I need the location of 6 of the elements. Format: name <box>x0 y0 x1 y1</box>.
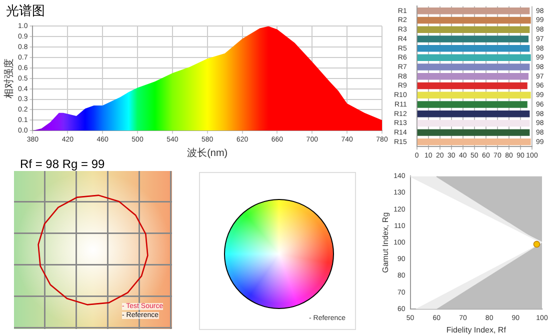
text: Rf = 98 Rg = 99 <box>20 157 105 171</box>
y-axis-title: Gamut Index, Rg <box>381 212 390 273</box>
x-axis-title: Fidelity Index, Rf <box>446 325 507 334</box>
chart-title: 光谱图 <box>6 2 45 20</box>
x-axis-title: 波长(nm) <box>187 146 228 159</box>
y-axis-title: 相对强度 <box>2 58 15 98</box>
